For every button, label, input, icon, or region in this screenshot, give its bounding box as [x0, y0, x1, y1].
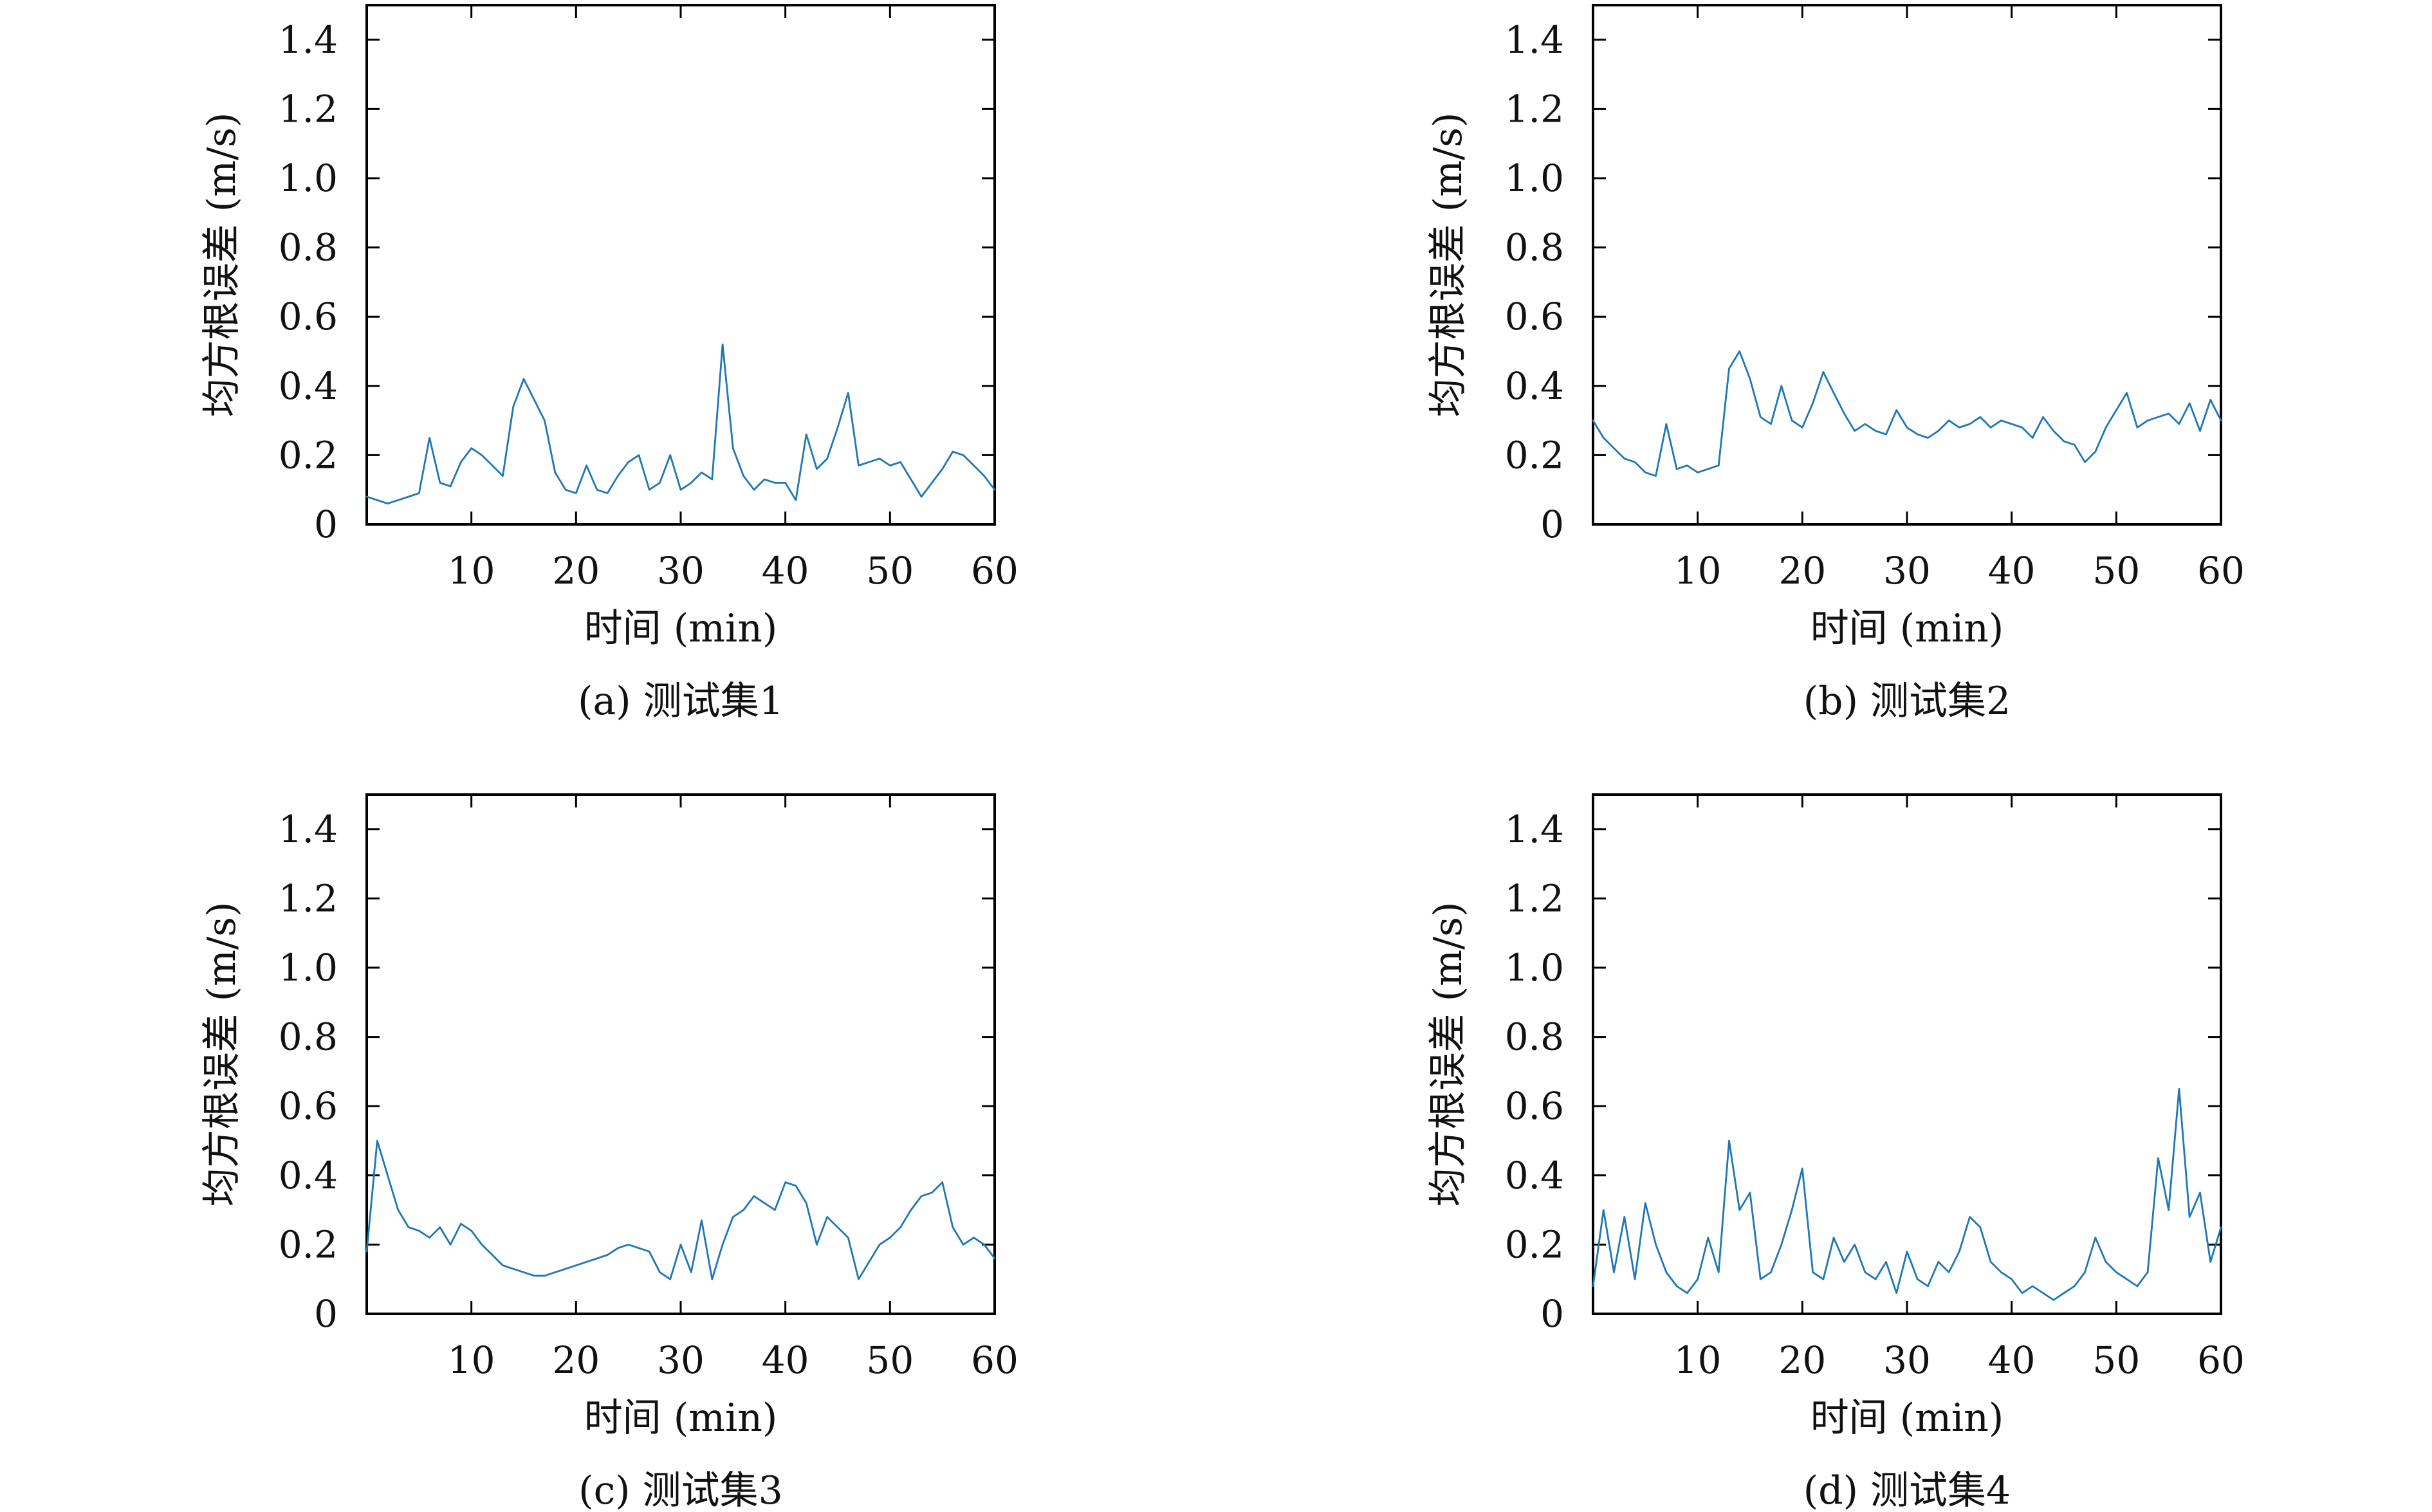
y-tick-label: 1.0 — [1505, 156, 1564, 200]
y-tick-label: 0.8 — [279, 1015, 338, 1059]
y-tick-label: 0.6 — [1505, 295, 1564, 338]
y-tick-label: 1.0 — [1505, 946, 1564, 990]
chart-panel-4: 0 0.2 0.4 0.6 0.8 1.0 1.2 1.4 10 20 30 40 50 60 时间 (mi… — [1426, 793, 2245, 1512]
x-tick-label: 50 — [2092, 1338, 2140, 1382]
x-tick-label: 30 — [657, 549, 705, 593]
series-line — [365, 1139, 996, 1280]
x-tick-label: 40 — [1988, 549, 2036, 593]
y-tick-label: 1.4 — [1505, 18, 1564, 62]
y-tick-label: 0 — [314, 502, 338, 546]
chart-panel-2: 0 0.2 0.4 0.6 0.8 1.0 1.2 1.4 10 20 30 40 50 60 时间 (mi… — [1426, 4, 2245, 724]
y-tick-label: 0.2 — [279, 433, 338, 477]
x-tick-label: 50 — [866, 549, 914, 593]
y-tick-label: 0.4 — [1505, 364, 1564, 408]
plot-frame — [1592, 793, 2222, 1315]
x-tick-label: 10 — [1674, 549, 1722, 593]
x-axis-label: 时间 (min) — [584, 1396, 778, 1441]
y-tick-label: 0.2 — [1505, 1222, 1564, 1266]
y-tick-label: 1.4 — [279, 18, 338, 62]
y-tick-label: 1.4 — [279, 807, 338, 851]
y-tick-label: 0.8 — [279, 226, 338, 270]
chart-panel-3: 0 0.2 0.4 0.6 0.8 1.0 1.2 1.4 10 20 30 40 50 60 时间 (mi… — [199, 793, 1018, 1512]
y-tick-label: 0.8 — [1505, 1015, 1564, 1059]
x-tick-label: 60 — [2197, 1338, 2245, 1382]
x-tick-label: 60 — [2197, 549, 2245, 593]
y-tick-label: 1.2 — [1505, 876, 1564, 920]
x-tick-label: 50 — [2092, 549, 2140, 593]
x-axis-label: 时间 (min) — [584, 606, 778, 651]
panel-caption: (b) 测试集2 — [1803, 679, 2011, 724]
x-tick-label: 60 — [971, 1338, 1018, 1382]
series-line — [1592, 350, 2222, 477]
panel-caption: (d) 测试集4 — [1803, 1468, 2011, 1512]
x-axis-label: 时间 (min) — [1810, 606, 2004, 651]
y-tick-label: 0 — [1540, 1292, 1564, 1336]
y-tick-label: 0.4 — [279, 364, 338, 408]
y-tick-label: 1.4 — [1505, 807, 1564, 851]
plot-frame — [1592, 4, 2222, 526]
plot-frame — [365, 4, 996, 526]
y-axis-label: 均方根误差 (m/s) — [1426, 113, 1471, 418]
y-tick-label: 0.4 — [279, 1154, 338, 1197]
x-tick-label: 60 — [971, 549, 1018, 593]
x-axis-label: 时间 (min) — [1810, 1396, 2004, 1441]
plot-frame — [365, 793, 996, 1315]
panel-caption: (a) 测试集1 — [578, 679, 784, 724]
y-axis-label: 均方根误差 (m/s) — [1426, 902, 1471, 1207]
y-tick-label: 1.2 — [279, 876, 338, 920]
y-tick-label: 1.0 — [279, 156, 338, 200]
y-tick-label: 0.2 — [279, 1222, 338, 1266]
y-tick-label: 0.6 — [279, 1084, 338, 1128]
y-tick-label: 1.2 — [279, 87, 338, 131]
y-tick-label: 0.6 — [1505, 1084, 1564, 1128]
x-tick-label: 10 — [1674, 1338, 1722, 1382]
y-tick-label: 1.2 — [1505, 87, 1564, 131]
x-tick-label: 30 — [657, 1338, 705, 1382]
x-tick-label: 40 — [762, 549, 809, 593]
y-axis-label: 均方根误差 (m/s) — [199, 113, 244, 418]
x-tick-label: 30 — [1883, 549, 1931, 593]
x-tick-label: 10 — [448, 549, 495, 593]
series-line — [1592, 1087, 2222, 1301]
y-tick-label: 0.4 — [1505, 1154, 1564, 1197]
x-tick-label: 40 — [762, 1338, 809, 1382]
series-line — [365, 343, 996, 505]
x-tick-label: 50 — [866, 1338, 914, 1382]
y-tick-label: 0.8 — [1505, 226, 1564, 270]
x-tick-label: 20 — [1778, 549, 1826, 593]
x-tick-label: 30 — [1883, 1338, 1931, 1382]
x-tick-label: 20 — [1778, 1338, 1826, 1382]
y-tick-label: 0 — [1540, 502, 1564, 546]
y-tick-label: 0.6 — [279, 295, 338, 338]
panel-caption: (c) 测试集3 — [578, 1468, 783, 1512]
chart-panel-1: 0 0.2 0.4 0.6 0.8 1.0 1.2 1.4 10 20 30 40 50 60 时间 (mi… — [199, 4, 1018, 724]
y-axis-label: 均方根误差 (m/s) — [199, 902, 244, 1207]
x-tick-label: 40 — [1988, 1338, 2036, 1382]
y-tick-label: 1.0 — [279, 946, 338, 990]
x-tick-label: 20 — [552, 1338, 600, 1382]
x-tick-label: 10 — [448, 1338, 495, 1382]
y-tick-label: 0.2 — [1505, 433, 1564, 477]
x-tick-label: 20 — [552, 549, 600, 593]
y-tick-label: 0 — [314, 1292, 338, 1336]
